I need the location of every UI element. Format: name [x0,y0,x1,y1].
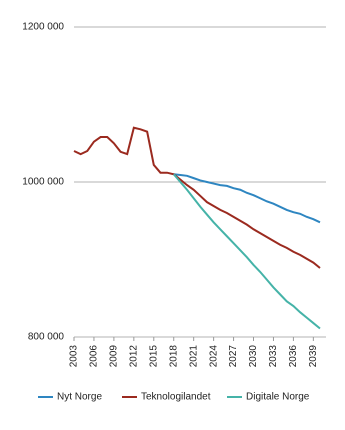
x-tick-label: 2033 [268,345,279,368]
x-tick-label: 2036 [288,345,299,368]
series-line [172,173,321,330]
x-tick-label: 2030 [248,345,259,368]
legend-label: Digitale Norge [246,392,310,403]
x-tick-label: 2039 [308,345,319,368]
x-tick-label: 2018 [168,345,179,368]
x-tick-label: 2006 [89,345,100,368]
x-tick-label: 2012 [128,345,139,368]
series-line [173,173,321,224]
legend-label: Nyt Norge [57,392,102,403]
x-tick-label: 2015 [148,345,159,368]
y-tick-label: 1200 000 [22,22,64,33]
y-tick-label: 1000 000 [22,177,64,188]
x-tick-label: 2024 [208,345,219,368]
legend-label: Teknologilandet [141,392,211,403]
x-tick-label: 2009 [109,345,120,368]
x-tick-label: 2027 [228,345,239,368]
x-tick-label: 2021 [188,345,199,368]
series-line [73,126,321,269]
x-tick-label: 2003 [69,345,80,368]
y-tick-label: 800 000 [28,332,65,343]
